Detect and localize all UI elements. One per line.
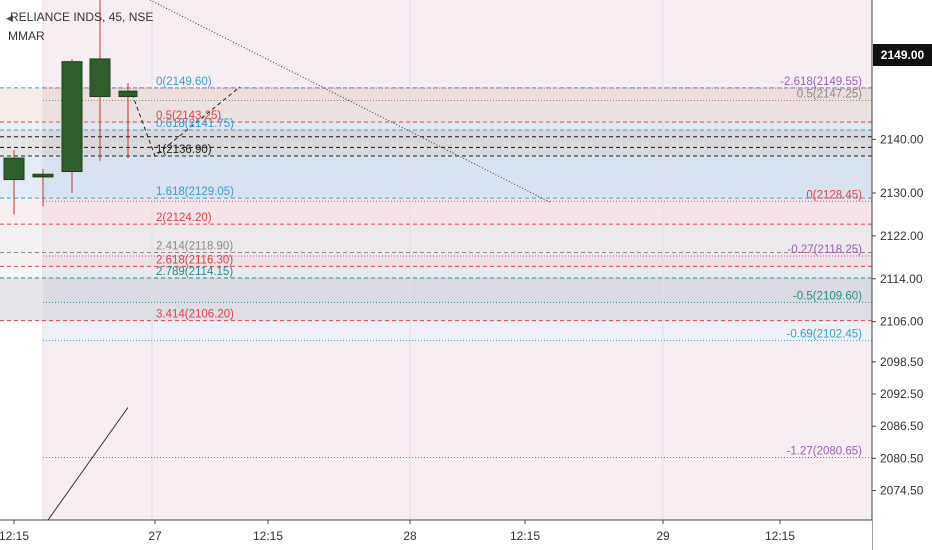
fib-band bbox=[43, 0, 872, 89]
price-tick-label: 2140.00 bbox=[880, 132, 924, 146]
time-axis-bg bbox=[0, 520, 872, 550]
fib-band bbox=[0, 252, 872, 267]
fib-label: 0.5(2143.25) bbox=[156, 110, 221, 122]
fib-band bbox=[43, 457, 872, 520]
fib-label: -0.27(2118.25) bbox=[787, 244, 862, 256]
fib-label: 2.789(2114.15) bbox=[156, 266, 233, 278]
candle-body bbox=[89, 58, 111, 97]
fib-band bbox=[0, 224, 872, 253]
fib-label: 2.618(2116.30) bbox=[156, 254, 233, 266]
last-price-badge: 2149.00 bbox=[873, 44, 932, 66]
time-tick-label: 28 bbox=[403, 529, 417, 543]
candles-layer bbox=[3, 0, 138, 215]
fib-label: 2(2124.20) bbox=[156, 212, 212, 224]
time-tick-label: 29 bbox=[656, 529, 670, 543]
price-tick-label: 2122.00 bbox=[880, 229, 924, 243]
symbol-legend[interactable]: RELIANCE INDS, 45, NSE bbox=[10, 10, 154, 24]
candle-body bbox=[118, 90, 138, 97]
fib-label: -1.27(2080.65) bbox=[787, 446, 863, 458]
candle-body bbox=[32, 173, 54, 178]
time-tick-label: 12:15 bbox=[765, 529, 795, 543]
chevron-left-icon[interactable]: ◀ bbox=[6, 13, 13, 23]
price-axis-layer: 2140.00 2130.00 2122.00 2114.00 2106.00 2098.… bbox=[871, 0, 932, 550]
candle-body bbox=[3, 157, 25, 181]
price-tick-label: 2130.00 bbox=[880, 186, 924, 200]
fib-band bbox=[0, 121, 872, 130]
time-axis-layer: 12:15 27 12:15 28 12:15 29 12:15 bbox=[0, 519, 872, 550]
price-tick-label: 2098.50 bbox=[880, 355, 924, 369]
price-tick-label: 2092.50 bbox=[880, 387, 924, 401]
time-tick-label: 27 bbox=[148, 529, 162, 543]
indicator-legend[interactable]: MMAR bbox=[8, 29, 45, 43]
price-axis-bg bbox=[872, 0, 932, 550]
fib-lines-layer bbox=[0, 0, 872, 521]
fib-background-layer bbox=[0, 0, 872, 520]
fib-label: 1.618(2129.05) bbox=[156, 186, 234, 198]
fib-label: -0.69(2102.45) bbox=[787, 329, 863, 341]
fib-band bbox=[43, 302, 872, 341]
fib-band bbox=[43, 201, 872, 256]
fib-label: 3.414(2106.20) bbox=[156, 309, 234, 321]
fib-label: 0(2128.45) bbox=[806, 189, 862, 201]
projection-line bbox=[131, 86, 241, 157]
time-tick-label: 12:15 bbox=[510, 529, 540, 543]
fib-label: -0.5(2109.60) bbox=[793, 290, 862, 302]
price-tick-label: 2074.50 bbox=[880, 484, 924, 498]
fib-label: 0(2149.60) bbox=[156, 76, 212, 88]
fib-label: 1(2136.90) bbox=[156, 144, 212, 156]
price-tick-label: 2086.50 bbox=[880, 419, 924, 433]
fib-band bbox=[0, 198, 872, 225]
grid-layer bbox=[42, 0, 664, 520]
fib-band bbox=[43, 340, 872, 458]
fib-band bbox=[0, 130, 872, 156]
price-tick-label: 2080.50 bbox=[880, 451, 924, 465]
fib-label: 2.414(2118.90) bbox=[156, 240, 233, 252]
moving-average-line bbox=[47, 407, 129, 521]
fib-band bbox=[0, 277, 872, 321]
fib-labels-layer: 0(2149.60) 0.5(2143.25)0.618(2141.75) 1(21… bbox=[156, 76, 862, 458]
fib-label: 0.5(2147.25) bbox=[797, 89, 862, 101]
time-tick-label: 12:15 bbox=[0, 529, 29, 543]
fib-band bbox=[43, 100, 872, 202]
fib-band bbox=[0, 87, 872, 122]
fib-label: -2.618(2149.55) bbox=[780, 76, 862, 88]
price-tick-label: 2106.00 bbox=[880, 315, 924, 329]
fib-label: 0.618(2141.75) bbox=[156, 118, 234, 130]
fib-band bbox=[43, 255, 872, 303]
fib-band bbox=[0, 266, 872, 278]
price-tick-label: 2114.00 bbox=[880, 272, 923, 286]
fib-band bbox=[0, 156, 872, 199]
time-tick-label: 12:15 bbox=[253, 529, 283, 543]
fib-band bbox=[43, 88, 872, 101]
candle-body bbox=[61, 61, 83, 173]
